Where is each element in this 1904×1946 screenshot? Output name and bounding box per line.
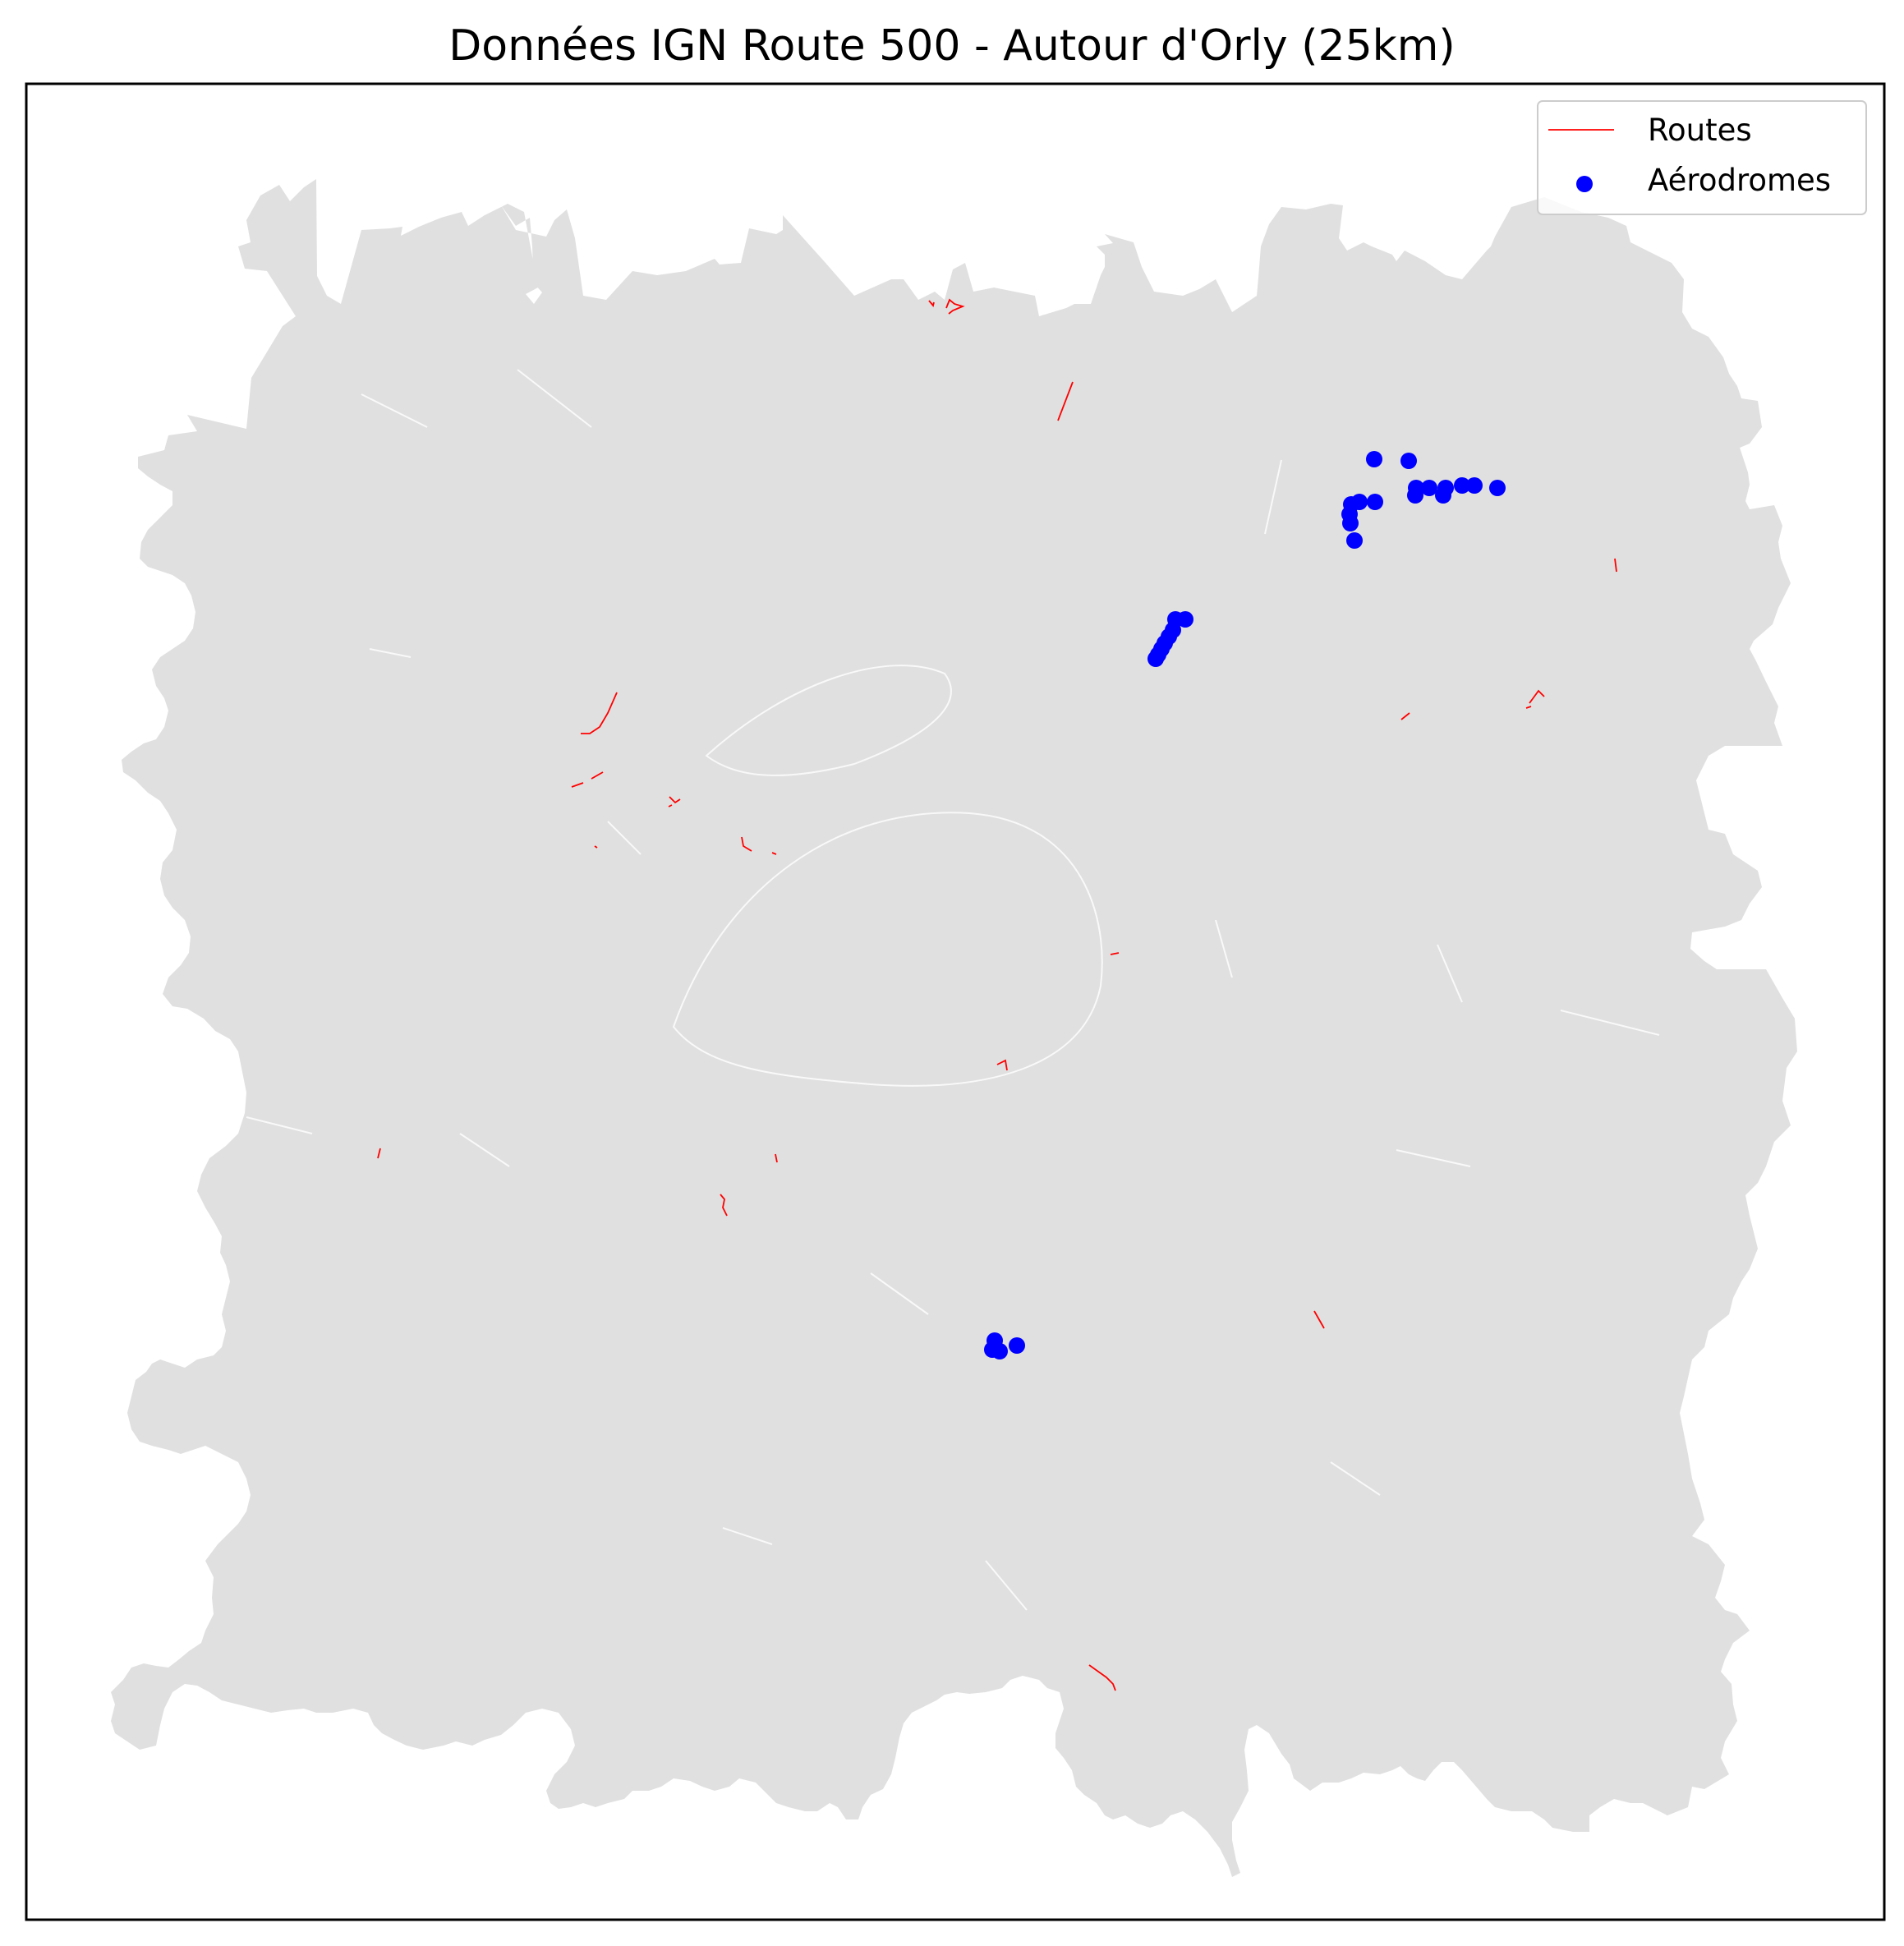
aerodromes-layer <box>984 451 1506 1359</box>
aerodrome-point <box>1421 480 1437 496</box>
road-segment <box>1614 558 1617 573</box>
aerodrome-point <box>1466 477 1483 494</box>
road-segment <box>571 771 604 788</box>
road-segment <box>1400 712 1410 720</box>
road-segment <box>775 1153 778 1163</box>
boundary-lines <box>246 369 1660 1611</box>
road-segment <box>1110 952 1120 955</box>
aerodrome-point <box>1009 1337 1025 1354</box>
aerodrome-point <box>1407 487 1423 504</box>
aerodrome-point <box>1177 611 1193 628</box>
road-segment <box>928 298 965 315</box>
aerodrome-point <box>991 1343 1008 1359</box>
aerodrome-point <box>1454 477 1470 494</box>
road-segment <box>1525 689 1545 709</box>
aerodrome-point <box>1489 480 1506 496</box>
aerodrome-point <box>1342 515 1359 531</box>
aerodrome-point <box>1147 651 1164 667</box>
aerodrome-point <box>1346 532 1363 549</box>
communes-polygon-east <box>1511 204 1581 246</box>
legend: Routes Aérodromes <box>1537 100 1867 215</box>
road-segment <box>1313 1310 1325 1329</box>
aerodrome-point <box>1435 487 1451 504</box>
legend-routes-label: Routes <box>1648 113 1752 148</box>
road-segment <box>1088 1664 1116 1691</box>
legend-aerodromes-label: Aérodromes <box>1648 163 1831 198</box>
aerodrome-point <box>1400 453 1417 469</box>
communes-polygon <box>111 179 1797 1877</box>
legend-box <box>1537 100 1867 215</box>
roads-layer <box>377 298 1617 1691</box>
road-segment <box>668 796 681 807</box>
road-segment <box>1057 381 1074 421</box>
land-area <box>111 179 1797 1877</box>
aerodrome-point <box>1366 451 1382 467</box>
road-segment <box>996 1059 1008 1071</box>
aerodrome-point <box>1351 494 1368 510</box>
road-segment <box>720 1194 728 1217</box>
road-segment <box>377 1148 381 1159</box>
road-segment <box>594 845 598 849</box>
map-title: Données IGN Route 500 - Autour d'Orly (2… <box>448 21 1455 71</box>
legend-aerodromes-swatch <box>1576 176 1593 192</box>
road-segment <box>741 836 777 855</box>
road-segment <box>581 692 618 734</box>
aerodrome-point <box>1367 494 1383 510</box>
